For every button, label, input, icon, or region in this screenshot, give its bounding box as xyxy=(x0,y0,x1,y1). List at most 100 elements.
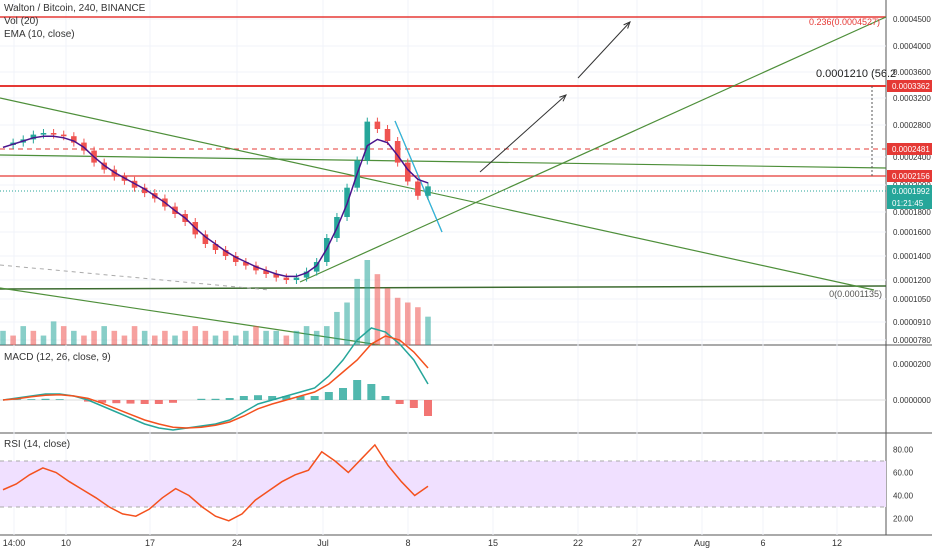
candle[interactable] xyxy=(71,136,77,143)
volume-bar xyxy=(253,326,259,345)
price-tick-label: 0.0001200 xyxy=(893,276,931,285)
volume-bar xyxy=(192,326,199,345)
candle[interactable] xyxy=(394,141,401,163)
candle[interactable] xyxy=(243,262,249,266)
time-axis[interactable]: 14:00 10 17 24 Jul 8 15 22 27 Aug 6 12 xyxy=(3,538,842,548)
time-tick-label: 15 xyxy=(488,538,498,548)
volume-bar xyxy=(354,278,360,345)
candle[interactable] xyxy=(313,262,320,272)
macd-histogram-bar xyxy=(395,400,404,404)
candle[interactable] xyxy=(384,129,391,141)
macd-histogram-bar xyxy=(225,398,234,400)
volume-bar xyxy=(121,335,128,345)
volume-bar xyxy=(344,302,350,345)
price-pane[interactable] xyxy=(0,16,887,346)
macd-histogram-bar xyxy=(197,398,206,400)
macd-histogram-bar xyxy=(296,396,305,400)
candle[interactable] xyxy=(50,133,57,135)
time-tick-label: 27 xyxy=(632,538,642,548)
candle[interactable] xyxy=(212,244,219,250)
time-tick-label: 22 xyxy=(573,538,583,548)
price-tick-label: 0.0001050 xyxy=(893,295,931,304)
price-label-text: 0.0003362 xyxy=(892,82,930,91)
candle[interactable] xyxy=(425,186,431,196)
volume-bar xyxy=(131,326,138,345)
volume-bar xyxy=(71,330,77,345)
projection-arrow xyxy=(577,21,631,79)
time-tick-label: 24 xyxy=(232,538,242,548)
time-tick-label: 14:00 xyxy=(3,538,26,548)
macd-pane[interactable] xyxy=(0,327,886,431)
arrow-head xyxy=(559,94,567,102)
volume-bar xyxy=(162,330,168,345)
macd-histogram-bar xyxy=(254,395,262,400)
macd-histogram-bar xyxy=(55,399,64,400)
volume-bar xyxy=(324,326,330,345)
candle[interactable] xyxy=(30,134,37,140)
price-tick-label: 0.0003600 xyxy=(893,68,931,77)
projection-arrow xyxy=(479,94,567,173)
macd-histogram-bar xyxy=(169,400,177,403)
volume-bar xyxy=(91,330,97,345)
candle[interactable] xyxy=(40,133,47,135)
candle[interactable] xyxy=(364,121,371,161)
volume-bar xyxy=(374,274,381,345)
candle[interactable] xyxy=(60,134,67,137)
volume-bar xyxy=(212,335,219,345)
volume-bar xyxy=(303,326,310,345)
price-label-box xyxy=(887,80,932,92)
signal-line xyxy=(2,335,429,429)
time-tick-label: 10 xyxy=(61,538,71,548)
time-tick-label: 8 xyxy=(405,538,410,548)
candle[interactable] xyxy=(293,277,300,280)
candle[interactable] xyxy=(404,162,411,182)
price-axis[interactable]: 0.0004500 0.0004000 0.0003600 0.0003200 0.00… xyxy=(887,15,932,524)
candle[interactable] xyxy=(283,277,290,280)
candle[interactable] xyxy=(374,121,381,129)
price-tick-label: 0.0002400 xyxy=(893,153,931,162)
macd-histogram-bar xyxy=(13,399,22,400)
candle[interactable] xyxy=(141,187,148,194)
volume-bar xyxy=(394,297,401,345)
candle[interactable] xyxy=(303,271,310,278)
price-tick-label: 0.0001600 xyxy=(893,228,931,237)
rsi-label: RSI (14, close) xyxy=(4,439,70,450)
volume-bar xyxy=(243,330,249,345)
time-tick-label: 17 xyxy=(145,538,155,548)
candle[interactable] xyxy=(222,250,229,256)
price-tick-label: 0.0000780 xyxy=(893,336,931,345)
price-tick-label: 0.0002800 xyxy=(893,121,931,130)
price-tick-label: 0.0004000 xyxy=(893,42,931,51)
candle[interactable] xyxy=(273,274,279,278)
price-tick-label: 0.0000910 xyxy=(893,318,931,327)
macd-histogram-bar xyxy=(409,400,418,408)
price-label-box xyxy=(887,170,932,182)
candle[interactable] xyxy=(263,270,269,274)
macd-histogram-bar xyxy=(112,400,121,404)
rsi-pane[interactable] xyxy=(0,443,886,522)
macd-tick-label: 0.0000000 xyxy=(893,396,931,405)
volume-bars xyxy=(0,260,431,345)
macd-histogram-bar xyxy=(41,398,50,400)
macd-histogram-bar xyxy=(310,396,319,400)
macd-label: MACD (12, 26, close, 9) xyxy=(4,352,111,363)
candle[interactable] xyxy=(202,234,209,244)
macd-histogram-bar xyxy=(27,399,36,400)
candle[interactable] xyxy=(253,265,259,271)
candle[interactable] xyxy=(415,181,421,196)
price-label-box xyxy=(887,185,932,197)
macd-histogram-bar xyxy=(239,396,248,400)
measure-label: 0.0001210 (56.2 xyxy=(816,68,896,80)
macd-histogram-bar xyxy=(211,398,220,400)
volume-bar xyxy=(40,335,47,345)
volume-bar xyxy=(152,335,158,345)
volume-bar xyxy=(182,330,188,345)
rsi-line xyxy=(2,443,429,522)
volume-bar xyxy=(293,330,300,345)
candle[interactable] xyxy=(232,256,239,262)
price-label-text: 0.0002481 xyxy=(892,145,930,154)
macd-histogram-bar xyxy=(282,396,291,400)
volume-bar xyxy=(425,316,431,345)
fib-bottom-line xyxy=(0,285,887,290)
